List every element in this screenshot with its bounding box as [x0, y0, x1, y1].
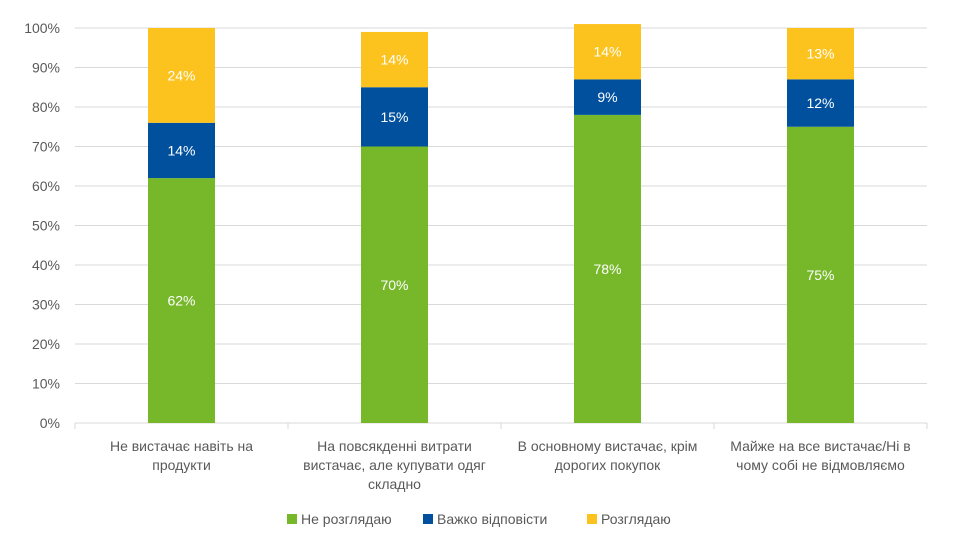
x-category-label: В основному вистачає, крім — [518, 438, 698, 454]
legend-swatch — [423, 514, 433, 524]
x-category-label: чому собі не відмовляємо — [736, 457, 905, 473]
bar-segment — [361, 31, 428, 88]
bar-segment — [787, 126, 854, 423]
data-label: 12% — [806, 95, 834, 111]
data-label: 78% — [593, 261, 621, 277]
data-label: 15% — [380, 109, 408, 125]
bar-segment — [574, 114, 641, 424]
x-category-label: Майже на все вистачає/Ні в — [730, 438, 910, 454]
x-category-label: На повсякденні витрати — [317, 438, 472, 454]
bar-segment — [787, 79, 854, 127]
bar-segment — [148, 28, 215, 123]
bar-segment — [361, 146, 428, 423]
legend-swatch — [287, 514, 297, 524]
y-tick-label: 50% — [32, 218, 60, 234]
data-label: 24% — [167, 67, 195, 83]
x-category-label: продукти — [152, 457, 211, 473]
x-category-label: вистачає, але купувати одяг — [303, 457, 486, 473]
x-category-label: Не вистачає навіть на — [110, 438, 253, 454]
bar-segment — [787, 28, 854, 80]
x-category-label: дорогих покупок — [555, 457, 661, 473]
data-label: 62% — [167, 293, 195, 309]
bar-segment — [361, 87, 428, 147]
legend-swatch — [587, 514, 597, 524]
y-tick-label: 60% — [32, 178, 60, 194]
y-tick-label: 100% — [24, 20, 60, 36]
bar-segment — [148, 122, 215, 179]
y-tick-label: 90% — [32, 60, 60, 76]
data-label: 70% — [380, 277, 408, 293]
bar-segment — [574, 24, 641, 80]
legend-label: Розглядаю — [601, 511, 671, 527]
bar-segment — [148, 178, 215, 423]
y-tick-label: 40% — [32, 257, 60, 273]
bar-segment — [574, 79, 641, 115]
data-label: 9% — [597, 89, 617, 105]
legend-label: Важко відповісти — [437, 511, 547, 527]
y-tick-label: 30% — [32, 297, 60, 313]
y-tick-label: 80% — [32, 99, 60, 115]
data-label: 14% — [167, 142, 195, 158]
y-tick-label: 0% — [40, 415, 60, 431]
data-label: 75% — [806, 267, 834, 283]
legend-label: Не розглядаю — [301, 511, 392, 527]
data-label: 14% — [593, 44, 621, 60]
y-tick-label: 10% — [32, 376, 60, 392]
y-tick-label: 70% — [32, 139, 60, 155]
y-tick-label: 20% — [32, 336, 60, 352]
x-category-label: складно — [368, 476, 421, 492]
data-label: 14% — [380, 52, 408, 68]
data-label: 13% — [806, 46, 834, 62]
